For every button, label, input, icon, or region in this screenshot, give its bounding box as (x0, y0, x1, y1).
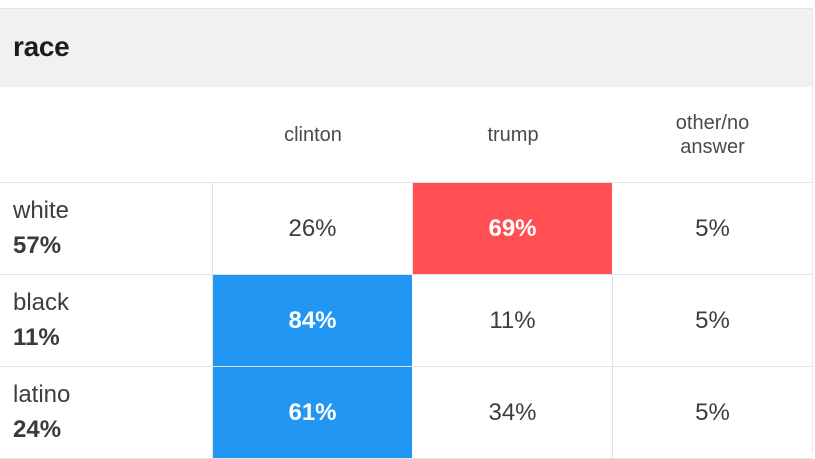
row-label: black (13, 289, 70, 316)
section-title: race (13, 31, 70, 62)
trump-cell: 34% (413, 367, 613, 458)
table-header-row: clinton trump other/no answer (0, 87, 812, 183)
exit-poll-panel: race clinton trump other/no answer white… (0, 8, 813, 459)
row-label-cell: white 57% (0, 183, 213, 274)
clinton-cell: 61% (213, 367, 413, 458)
other-cell: 5% (695, 398, 730, 426)
results-table: clinton trump other/no answer white 57% … (0, 87, 812, 459)
row-share: 57% (13, 232, 62, 259)
section-header: race (0, 9, 812, 87)
row-label-cell: latino 24% (0, 367, 213, 458)
table-row: white 57% 26% 69% 5% (0, 183, 812, 275)
table-row: black 11% 84% 11% 5% (0, 275, 812, 367)
row-label: white (13, 197, 70, 224)
column-header-other: other/no answer (675, 111, 750, 158)
column-header-trump: trump (487, 123, 539, 146)
other-cell: 5% (695, 214, 730, 242)
clinton-cell: 84% (213, 275, 413, 366)
trump-cell: 69% (413, 183, 613, 274)
row-label-cell: black 11% (0, 275, 213, 366)
row-share: 11% (13, 324, 60, 351)
row-share: 24% (13, 416, 62, 443)
trump-cell: 11% (413, 275, 613, 366)
other-cell: 5% (695, 306, 730, 334)
clinton-cell: 26% (213, 183, 413, 274)
column-header-clinton: clinton (284, 123, 342, 146)
table-row: latino 24% 61% 34% 5% (0, 367, 812, 459)
row-label: latino (13, 381, 71, 408)
